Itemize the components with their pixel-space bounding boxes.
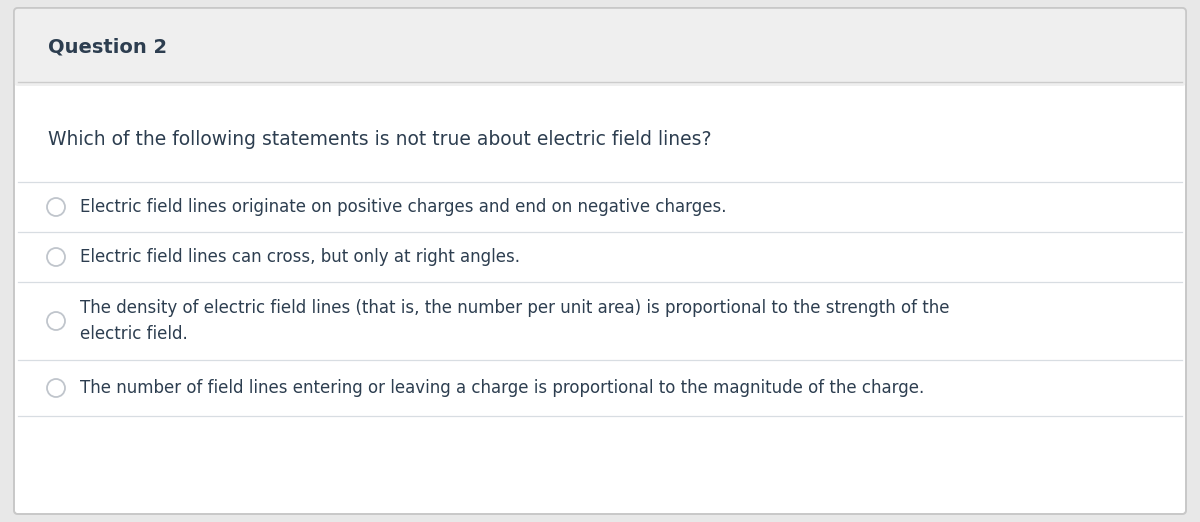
- FancyBboxPatch shape: [14, 8, 1186, 86]
- Text: The density of electric field lines (that is, the number per unit area) is propo: The density of electric field lines (tha…: [80, 299, 949, 343]
- Text: Electric field lines can cross, but only at right angles.: Electric field lines can cross, but only…: [80, 248, 520, 266]
- Circle shape: [47, 312, 65, 330]
- FancyBboxPatch shape: [14, 8, 1186, 514]
- Circle shape: [47, 248, 65, 266]
- Circle shape: [47, 198, 65, 216]
- Bar: [19, 47, 1181, 82]
- Circle shape: [47, 379, 65, 397]
- Text: Question 2: Question 2: [48, 38, 167, 56]
- Text: Which of the following statements is not true about electric field lines?: Which of the following statements is not…: [48, 130, 712, 149]
- Text: Electric field lines originate on positive charges and end on negative charges.: Electric field lines originate on positi…: [80, 198, 726, 216]
- Text: The number of field lines entering or leaving a charge is proportional to the ma: The number of field lines entering or le…: [80, 379, 924, 397]
